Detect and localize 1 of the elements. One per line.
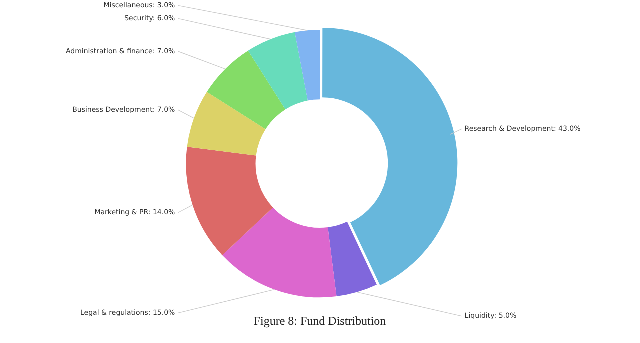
text: Figure 8: Fund Distribution — [254, 314, 386, 328]
